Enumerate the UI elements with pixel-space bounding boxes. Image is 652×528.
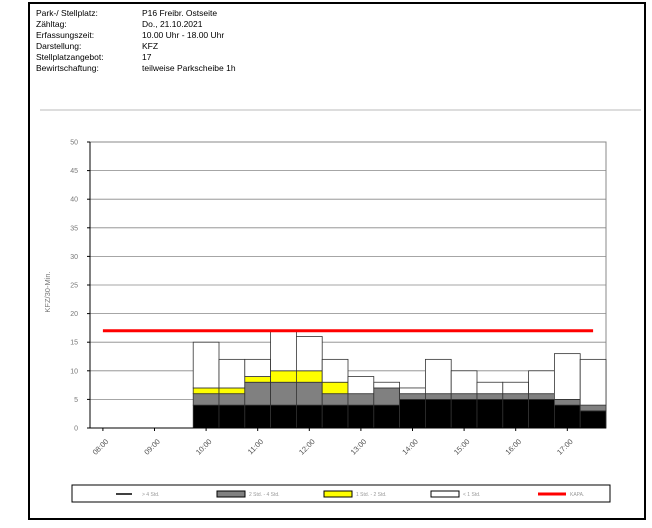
bar-segment xyxy=(374,405,400,428)
legend-label: 1 Std. - 2 Std. xyxy=(356,492,387,498)
bar-segment xyxy=(245,405,271,428)
legend-swatch xyxy=(431,491,459,497)
bar-segment xyxy=(425,394,451,400)
y-tick-label: 0 xyxy=(74,426,78,433)
bar-segment xyxy=(425,359,451,393)
bar-segment xyxy=(554,399,580,405)
bar-segment xyxy=(374,388,400,405)
legend: > 4 Std. 2 Std. - 4 Std. 1 Std. - 2 Std. < … xyxy=(72,485,610,502)
x-tick-label: 13:00 xyxy=(349,437,369,457)
bar-segment xyxy=(503,394,529,400)
bar-segment xyxy=(245,377,271,383)
x-tick-label: 10:00 xyxy=(194,437,214,457)
bar-segment xyxy=(503,382,529,393)
y-tick-label: 15 xyxy=(70,340,78,347)
x-tick-label: 14:00 xyxy=(400,437,420,457)
y-tick-label: 35 xyxy=(70,225,78,232)
bar-segment xyxy=(400,399,426,428)
bar-segment xyxy=(322,359,348,382)
bar-segment xyxy=(529,371,555,394)
bar-segment xyxy=(296,336,322,370)
bar-segment xyxy=(477,382,503,393)
bar-segment xyxy=(193,342,219,388)
bar-segment xyxy=(529,399,555,428)
bar-segment xyxy=(219,405,245,428)
bar-segment xyxy=(348,394,374,405)
x-tick-label: 15:00 xyxy=(452,437,472,457)
bar-segment xyxy=(245,359,271,376)
bar-segment xyxy=(451,394,477,400)
bar-segment xyxy=(554,354,580,400)
y-tick-label: 20 xyxy=(70,311,78,318)
bar-segment xyxy=(348,405,374,428)
bar-segment xyxy=(477,399,503,428)
bar-segment xyxy=(219,394,245,405)
bar-segment xyxy=(322,382,348,393)
bar-segment xyxy=(271,331,297,371)
bar-segment xyxy=(400,394,426,400)
bar-segment xyxy=(580,359,606,405)
x-tick-label: 17:00 xyxy=(555,437,575,457)
bar-segment xyxy=(503,399,529,428)
bar-segment xyxy=(271,382,297,405)
bar-segment xyxy=(348,377,374,394)
bar-segment xyxy=(451,371,477,394)
x-tick-label: 16:00 xyxy=(503,437,523,457)
bar-segment xyxy=(193,394,219,405)
legend-label: > 4 Std. xyxy=(142,492,159,498)
legend-label: 2 Std. - 4 Std. xyxy=(249,492,280,498)
y-tick-label: 25 xyxy=(70,283,78,290)
y-tick-label: 5 xyxy=(74,397,78,404)
y-tick-label: 50 xyxy=(70,140,78,147)
y-axis-label: KFZ/30-Min. xyxy=(43,271,52,312)
x-tick-label: 12:00 xyxy=(297,437,317,457)
bar-segment xyxy=(193,405,219,428)
bar-segment xyxy=(425,399,451,428)
bar-segment xyxy=(296,371,322,382)
bar-segment xyxy=(296,382,322,405)
legend-label: < 1 Std. xyxy=(463,492,480,498)
x-tick-label: 09:00 xyxy=(142,437,162,457)
legend-label: KAPA. xyxy=(570,492,584,498)
bar-segment xyxy=(322,394,348,405)
y-tick-label: 40 xyxy=(70,197,78,204)
y-tick-label: 45 xyxy=(70,168,78,175)
bar-segment xyxy=(245,382,271,405)
bar-segment xyxy=(374,382,400,388)
bar-segment xyxy=(580,405,606,411)
bar-segment xyxy=(400,388,426,394)
bar-segment xyxy=(451,399,477,428)
bar-segment xyxy=(554,405,580,428)
legend-swatch xyxy=(324,491,352,497)
bar-segment xyxy=(322,405,348,428)
y-tick-label: 30 xyxy=(70,254,78,261)
bar-segment xyxy=(529,394,555,400)
bar-segment xyxy=(219,388,245,394)
bar-segment xyxy=(219,359,245,388)
x-tick-label: 11:00 xyxy=(246,437,265,456)
bar-segment xyxy=(271,405,297,428)
bar-segment xyxy=(477,394,503,400)
bar-segment xyxy=(296,405,322,428)
x-tick-label: 08:00 xyxy=(91,437,111,457)
y-tick-label: 10 xyxy=(70,368,78,375)
legend-swatch xyxy=(217,491,245,497)
bar-segment xyxy=(580,411,606,428)
bar-segment xyxy=(193,388,219,394)
bar-segment xyxy=(271,371,297,382)
